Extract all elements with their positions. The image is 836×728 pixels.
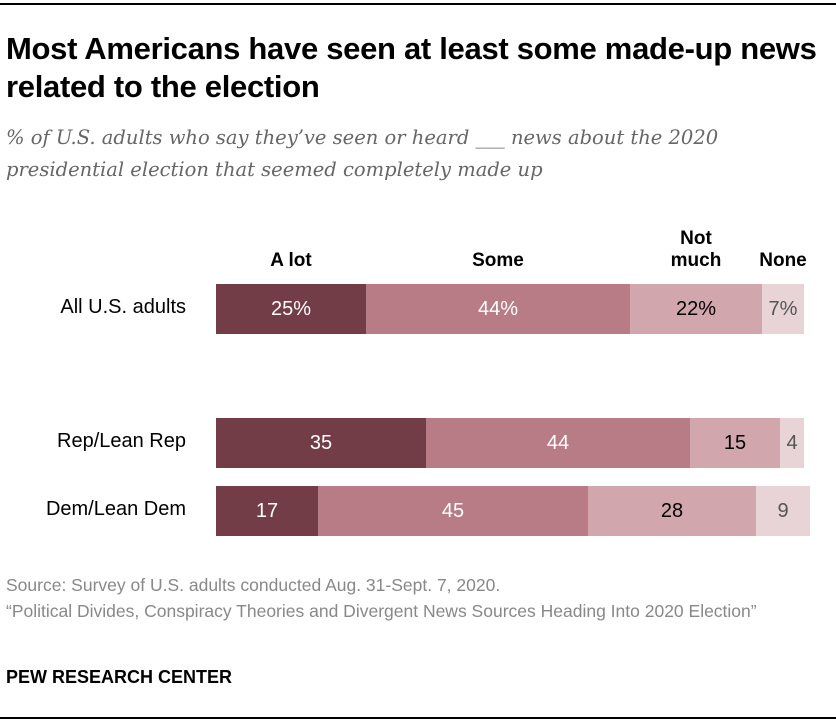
source-note: Source: Survey of U.S. adults conducted … [6, 575, 501, 595]
bar-segment: 22% [630, 284, 762, 334]
report-note: “Political Divides, Conspiracy Theories … [6, 601, 757, 621]
legend-header: None [759, 250, 807, 271]
bar-segment: 35 [216, 418, 426, 468]
data-label: 22% [675, 297, 717, 320]
data-label: 25% [270, 297, 312, 320]
data-label: 44 [546, 431, 570, 454]
bar-segment: 15 [690, 418, 780, 468]
data-label: 9 [777, 499, 789, 522]
data-label: 7% [768, 297, 798, 320]
bar-segment: 45 [318, 486, 588, 536]
data-label: 17 [255, 499, 279, 522]
bar-segment: 4 [780, 418, 804, 468]
legend-header: Not much [670, 228, 722, 271]
data-label: 45 [441, 499, 465, 522]
bottom-rule [0, 717, 836, 719]
row-label: Dem/Lean Dem [45, 498, 186, 520]
chart-title: Most Americans have seen at least some m… [6, 31, 817, 104]
data-label: 28 [660, 499, 684, 522]
chart-subtitle: % of U.S. adults who say they’ve seen or… [6, 126, 719, 181]
bar-segment: 7% [762, 284, 804, 334]
brand-label: PEW RESEARCH CENTER [6, 667, 233, 687]
top-rule [0, 3, 836, 5]
data-label: 4 [786, 431, 798, 454]
bar-segment: 17 [216, 486, 318, 536]
row-label: Rep/Lean Rep [57, 430, 186, 452]
legend-header: A lot [270, 250, 312, 271]
bar-segment: 28 [588, 486, 756, 536]
bar-segment: 44% [366, 284, 630, 334]
bar-segment: 9 [756, 486, 810, 536]
data-label: 44% [477, 297, 519, 320]
data-label: 15 [723, 431, 747, 454]
legend-header: Some [472, 250, 524, 271]
bar-segment: 44 [426, 418, 690, 468]
data-label: 35 [309, 431, 333, 454]
bar-segment: 25% [216, 284, 366, 334]
row-label: All U.S. adults [60, 296, 186, 318]
